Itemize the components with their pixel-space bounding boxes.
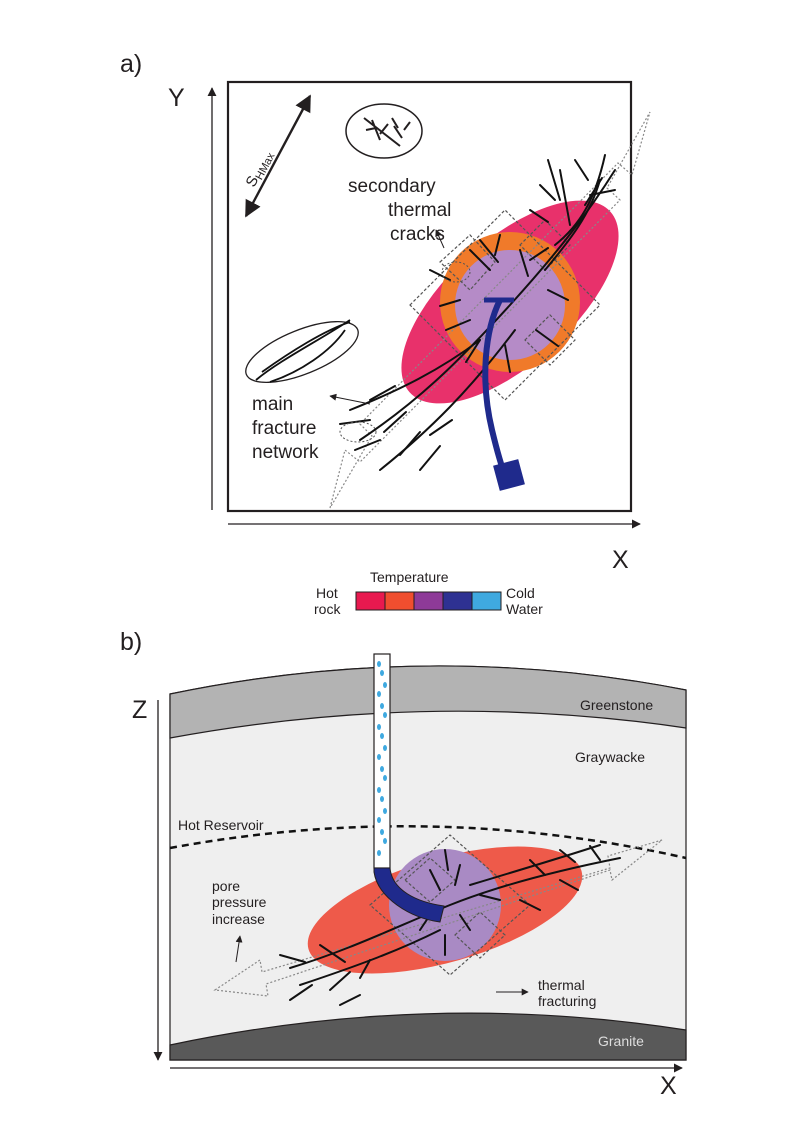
secondary-cracks-label: secondary thermal cracks (348, 176, 451, 245)
legend-swatch-1 (384, 591, 415, 611)
svg-text:pore: pore (212, 878, 240, 894)
water-dot (380, 670, 384, 676)
fracture-network (339, 154, 616, 471)
z-axis-label: Z (132, 696, 147, 724)
y-axis-label: Y (168, 84, 185, 112)
dashed-diamonds (409, 209, 601, 401)
water-dot (383, 838, 387, 844)
water-dot (377, 724, 381, 730)
water-dot (383, 682, 387, 688)
hot-reservoir-boundary (169, 825, 687, 860)
fracture-inset-drawing (255, 319, 351, 383)
well-casing (373, 653, 391, 869)
svg-text:pressure: pressure (212, 894, 267, 910)
water-dot (380, 829, 384, 835)
purple-zone-b (389, 849, 501, 961)
svg-text:increase: increase (212, 911, 265, 927)
svg-text:secondary: secondary (348, 176, 436, 197)
water-dot (377, 661, 381, 667)
panel-a: a) Y X SHMax (120, 50, 651, 574)
temperature-legend: Temperature Hot rock Cold Water (314, 569, 543, 617)
water-dot (383, 745, 387, 751)
water-dot (383, 712, 387, 718)
svg-text:main: main (252, 394, 293, 415)
legend-rock: rock (314, 601, 341, 617)
water-dot (380, 796, 384, 802)
water-dot (380, 733, 384, 739)
water-dot (377, 850, 381, 856)
panel-b-label: b) (120, 628, 142, 656)
water-dot (377, 787, 381, 793)
water-dot (377, 754, 381, 760)
secondary-cracks-pointer (435, 229, 445, 249)
legend-cold: Cold (506, 585, 535, 601)
water-dot (380, 766, 384, 772)
fracture-highlight-ellipse (339, 421, 377, 443)
legend-swatch-0 (355, 591, 386, 611)
legend-swatches (355, 591, 502, 611)
legend-swatch-3 (442, 591, 473, 611)
hot-reservoir-label: Hot Reservoir (178, 817, 264, 833)
graywacke-label: Graywacke (575, 749, 645, 765)
crack-highlight-ellipse (441, 261, 471, 283)
legend-swatch-4 (471, 591, 502, 611)
panel-b: b) Z X Greenstone Graywacke Granite Hot … (120, 628, 687, 1100)
water-dot (383, 775, 387, 781)
legend-hot: Hot (316, 585, 338, 601)
main-fracture-pointer (329, 393, 371, 405)
svg-text:fracturing: fracturing (538, 993, 596, 1009)
water-dot (383, 808, 387, 814)
greenstone-layer (169, 665, 687, 739)
fracture-network-b (279, 844, 621, 1006)
water-dot (377, 817, 381, 823)
svg-text:network: network (252, 442, 319, 463)
greenstone-label: Greenstone (580, 697, 653, 713)
pore-pressure-pointer (235, 935, 243, 963)
fracture-direction-arrow-b (213, 839, 663, 997)
x-axis-label: X (612, 546, 629, 574)
injection-well-b (373, 867, 445, 923)
main-fracture-label: main fracture network (252, 394, 319, 463)
legend-title: Temperature (370, 569, 449, 585)
cracks-inset-drawing (363, 117, 411, 147)
fracture-direction-arrow (329, 111, 651, 509)
svg-text:thermal: thermal (538, 977, 585, 993)
granite-label: Granite (598, 1033, 644, 1049)
water-dot (380, 703, 384, 709)
svg-text:thermal: thermal (388, 200, 451, 221)
legend-swatch-2 (413, 591, 444, 611)
water-dot (377, 691, 381, 697)
legend-water: Water (506, 601, 543, 617)
x-axis-label-b: X (660, 1072, 677, 1100)
granite-layer (169, 1012, 687, 1061)
svg-text:fracture: fracture (252, 418, 316, 439)
shmax-arrow (244, 94, 312, 218)
cracks-inset-circle (345, 103, 423, 159)
fracture-inset-ellipse (245, 320, 359, 384)
svg-text:cracks: cracks (390, 224, 445, 245)
panel-a-label: a) (120, 50, 142, 78)
wellhead (493, 459, 525, 491)
thermal-fracturing-label: thermal fracturing (538, 977, 596, 1009)
pore-pressure-label: pore pressure increase (212, 878, 267, 927)
water-dots (377, 661, 387, 856)
